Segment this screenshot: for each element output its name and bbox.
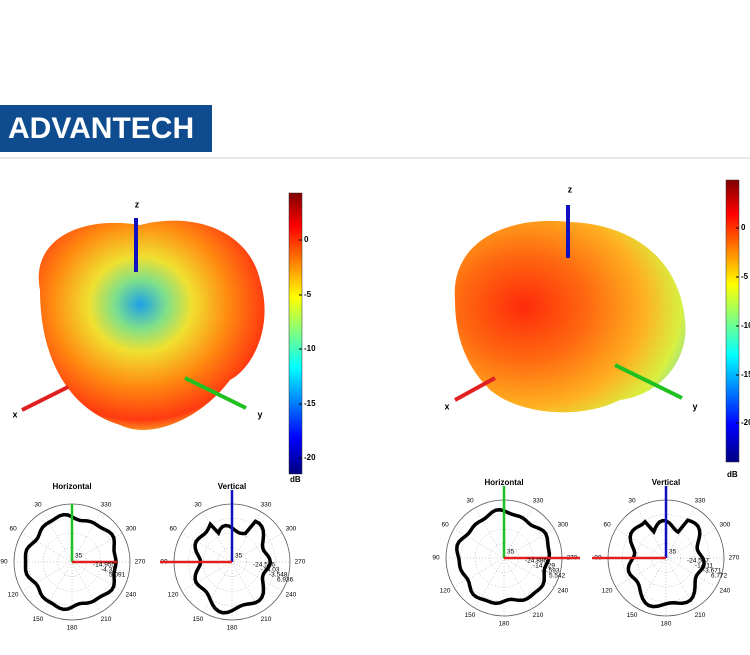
ring-label: 35 bbox=[669, 549, 677, 556]
angle-label: 30 bbox=[628, 498, 636, 505]
pattern-curve bbox=[23, 512, 118, 612]
colorbar-label: -15 bbox=[741, 370, 750, 379]
angle-label: 240 bbox=[285, 592, 296, 599]
angle-label: 210 bbox=[533, 612, 544, 619]
colorbar-label: -20 bbox=[304, 453, 316, 462]
pattern-curve bbox=[193, 519, 273, 615]
angle-label: 30 bbox=[34, 502, 42, 509]
angle-label: 300 bbox=[557, 522, 568, 529]
angle-label: 300 bbox=[719, 522, 730, 529]
ring-label: -14.955 bbox=[93, 562, 115, 569]
ring-label: 5.542 bbox=[549, 573, 566, 580]
angle-label: 330 bbox=[261, 502, 272, 509]
angle-label: 300 bbox=[125, 526, 136, 533]
ring-label: 35 bbox=[507, 549, 515, 556]
angle-label: 330 bbox=[101, 502, 112, 509]
colorbar bbox=[288, 192, 303, 475]
angle-label: 30 bbox=[194, 502, 202, 509]
angle-label: 270 bbox=[729, 555, 740, 562]
colorbar-label: 0 bbox=[741, 223, 746, 232]
angle-label: 180 bbox=[661, 621, 672, 628]
angle-label: 240 bbox=[719, 588, 730, 595]
polar-title: Horizontal bbox=[484, 478, 523, 487]
ring-label: -14.729 bbox=[533, 563, 555, 570]
ring-label: -14.03 bbox=[261, 567, 280, 574]
colorbar-label: -5 bbox=[741, 272, 749, 281]
ring-label: -14.11 bbox=[695, 563, 713, 570]
angle-label: 330 bbox=[533, 498, 544, 505]
pattern-curve bbox=[455, 507, 552, 606]
ring-label: 6.936 bbox=[277, 577, 294, 584]
axis-label: y bbox=[257, 409, 262, 419]
angle-label: 150 bbox=[465, 612, 476, 619]
angle-label: 60 bbox=[603, 522, 611, 529]
angle-label: 120 bbox=[440, 588, 451, 595]
angle-label: 330 bbox=[695, 498, 706, 505]
logo-box bbox=[0, 105, 212, 152]
colorbar-label: -10 bbox=[304, 344, 316, 353]
ring-label: 35 bbox=[75, 553, 83, 560]
angle-label: 150 bbox=[627, 612, 638, 619]
angle-label: 210 bbox=[261, 616, 272, 623]
angle-label: 210 bbox=[101, 616, 112, 623]
pattern-curve bbox=[626, 518, 706, 609]
angle-label: 240 bbox=[125, 592, 136, 599]
logo: ADVANTECH bbox=[8, 112, 194, 145]
axis-label: z bbox=[135, 199, 140, 209]
angle-label: 240 bbox=[557, 588, 568, 595]
axis-line bbox=[614, 363, 683, 400]
pattern-3d bbox=[454, 220, 686, 413]
ring-label: -24.516 bbox=[253, 562, 275, 569]
colorbar-label: -20 bbox=[741, 418, 750, 427]
angle-label: 210 bbox=[695, 612, 706, 619]
axis-line bbox=[454, 376, 496, 402]
axis-label: y bbox=[692, 401, 697, 411]
colorbar-unit: dB bbox=[290, 475, 301, 484]
ring-label: -3.671 bbox=[703, 568, 722, 575]
angle-label: 180 bbox=[227, 625, 238, 632]
axis-label: x bbox=[12, 409, 17, 419]
angle-label: 60 bbox=[441, 522, 449, 529]
ring-label: -4.593 bbox=[541, 568, 560, 575]
colorbar-label: 0 bbox=[304, 235, 309, 244]
angle-label: 90 bbox=[432, 555, 440, 562]
pattern-3d bbox=[38, 220, 265, 430]
angle-label: 60 bbox=[9, 526, 17, 533]
ring-label: -24.567 bbox=[687, 558, 709, 565]
angle-label: 300 bbox=[285, 526, 296, 533]
angle-label: 120 bbox=[8, 592, 19, 599]
angle-label: 30 bbox=[466, 498, 474, 505]
angle-label: 150 bbox=[193, 616, 204, 623]
ring-label: -3.548 bbox=[269, 572, 288, 579]
angle-label: 270 bbox=[135, 559, 146, 566]
axis-line bbox=[184, 376, 247, 410]
colorbar bbox=[725, 179, 740, 463]
angle-label: 270 bbox=[295, 559, 306, 566]
axis-line bbox=[21, 385, 69, 412]
angle-label: 180 bbox=[499, 621, 510, 628]
ring-label: 5.091 bbox=[109, 572, 126, 579]
polar-title: Horizontal bbox=[52, 482, 91, 491]
angle-label: 120 bbox=[168, 592, 179, 599]
colorbar-label: -10 bbox=[741, 321, 750, 330]
angle-label: 120 bbox=[602, 588, 613, 595]
ring-label: 35 bbox=[235, 553, 243, 560]
axis-label: x bbox=[444, 401, 449, 411]
ring-label: 6.772 bbox=[711, 573, 728, 580]
polar-title: Vertical bbox=[652, 478, 680, 487]
angle-label: 150 bbox=[33, 616, 44, 623]
ring-label: -24.886 bbox=[525, 558, 547, 565]
colorbar-label: -5 bbox=[304, 290, 312, 299]
colorbar-label: -15 bbox=[304, 399, 316, 408]
polar-title: Vertical bbox=[218, 482, 246, 491]
angle-label: 90 bbox=[0, 559, 8, 566]
colorbar-unit: dB bbox=[727, 470, 738, 479]
angle-label: 180 bbox=[67, 625, 78, 632]
angle-label: 60 bbox=[169, 526, 177, 533]
ring-label: -4.32 bbox=[101, 567, 116, 574]
axis-label: z bbox=[568, 184, 573, 194]
